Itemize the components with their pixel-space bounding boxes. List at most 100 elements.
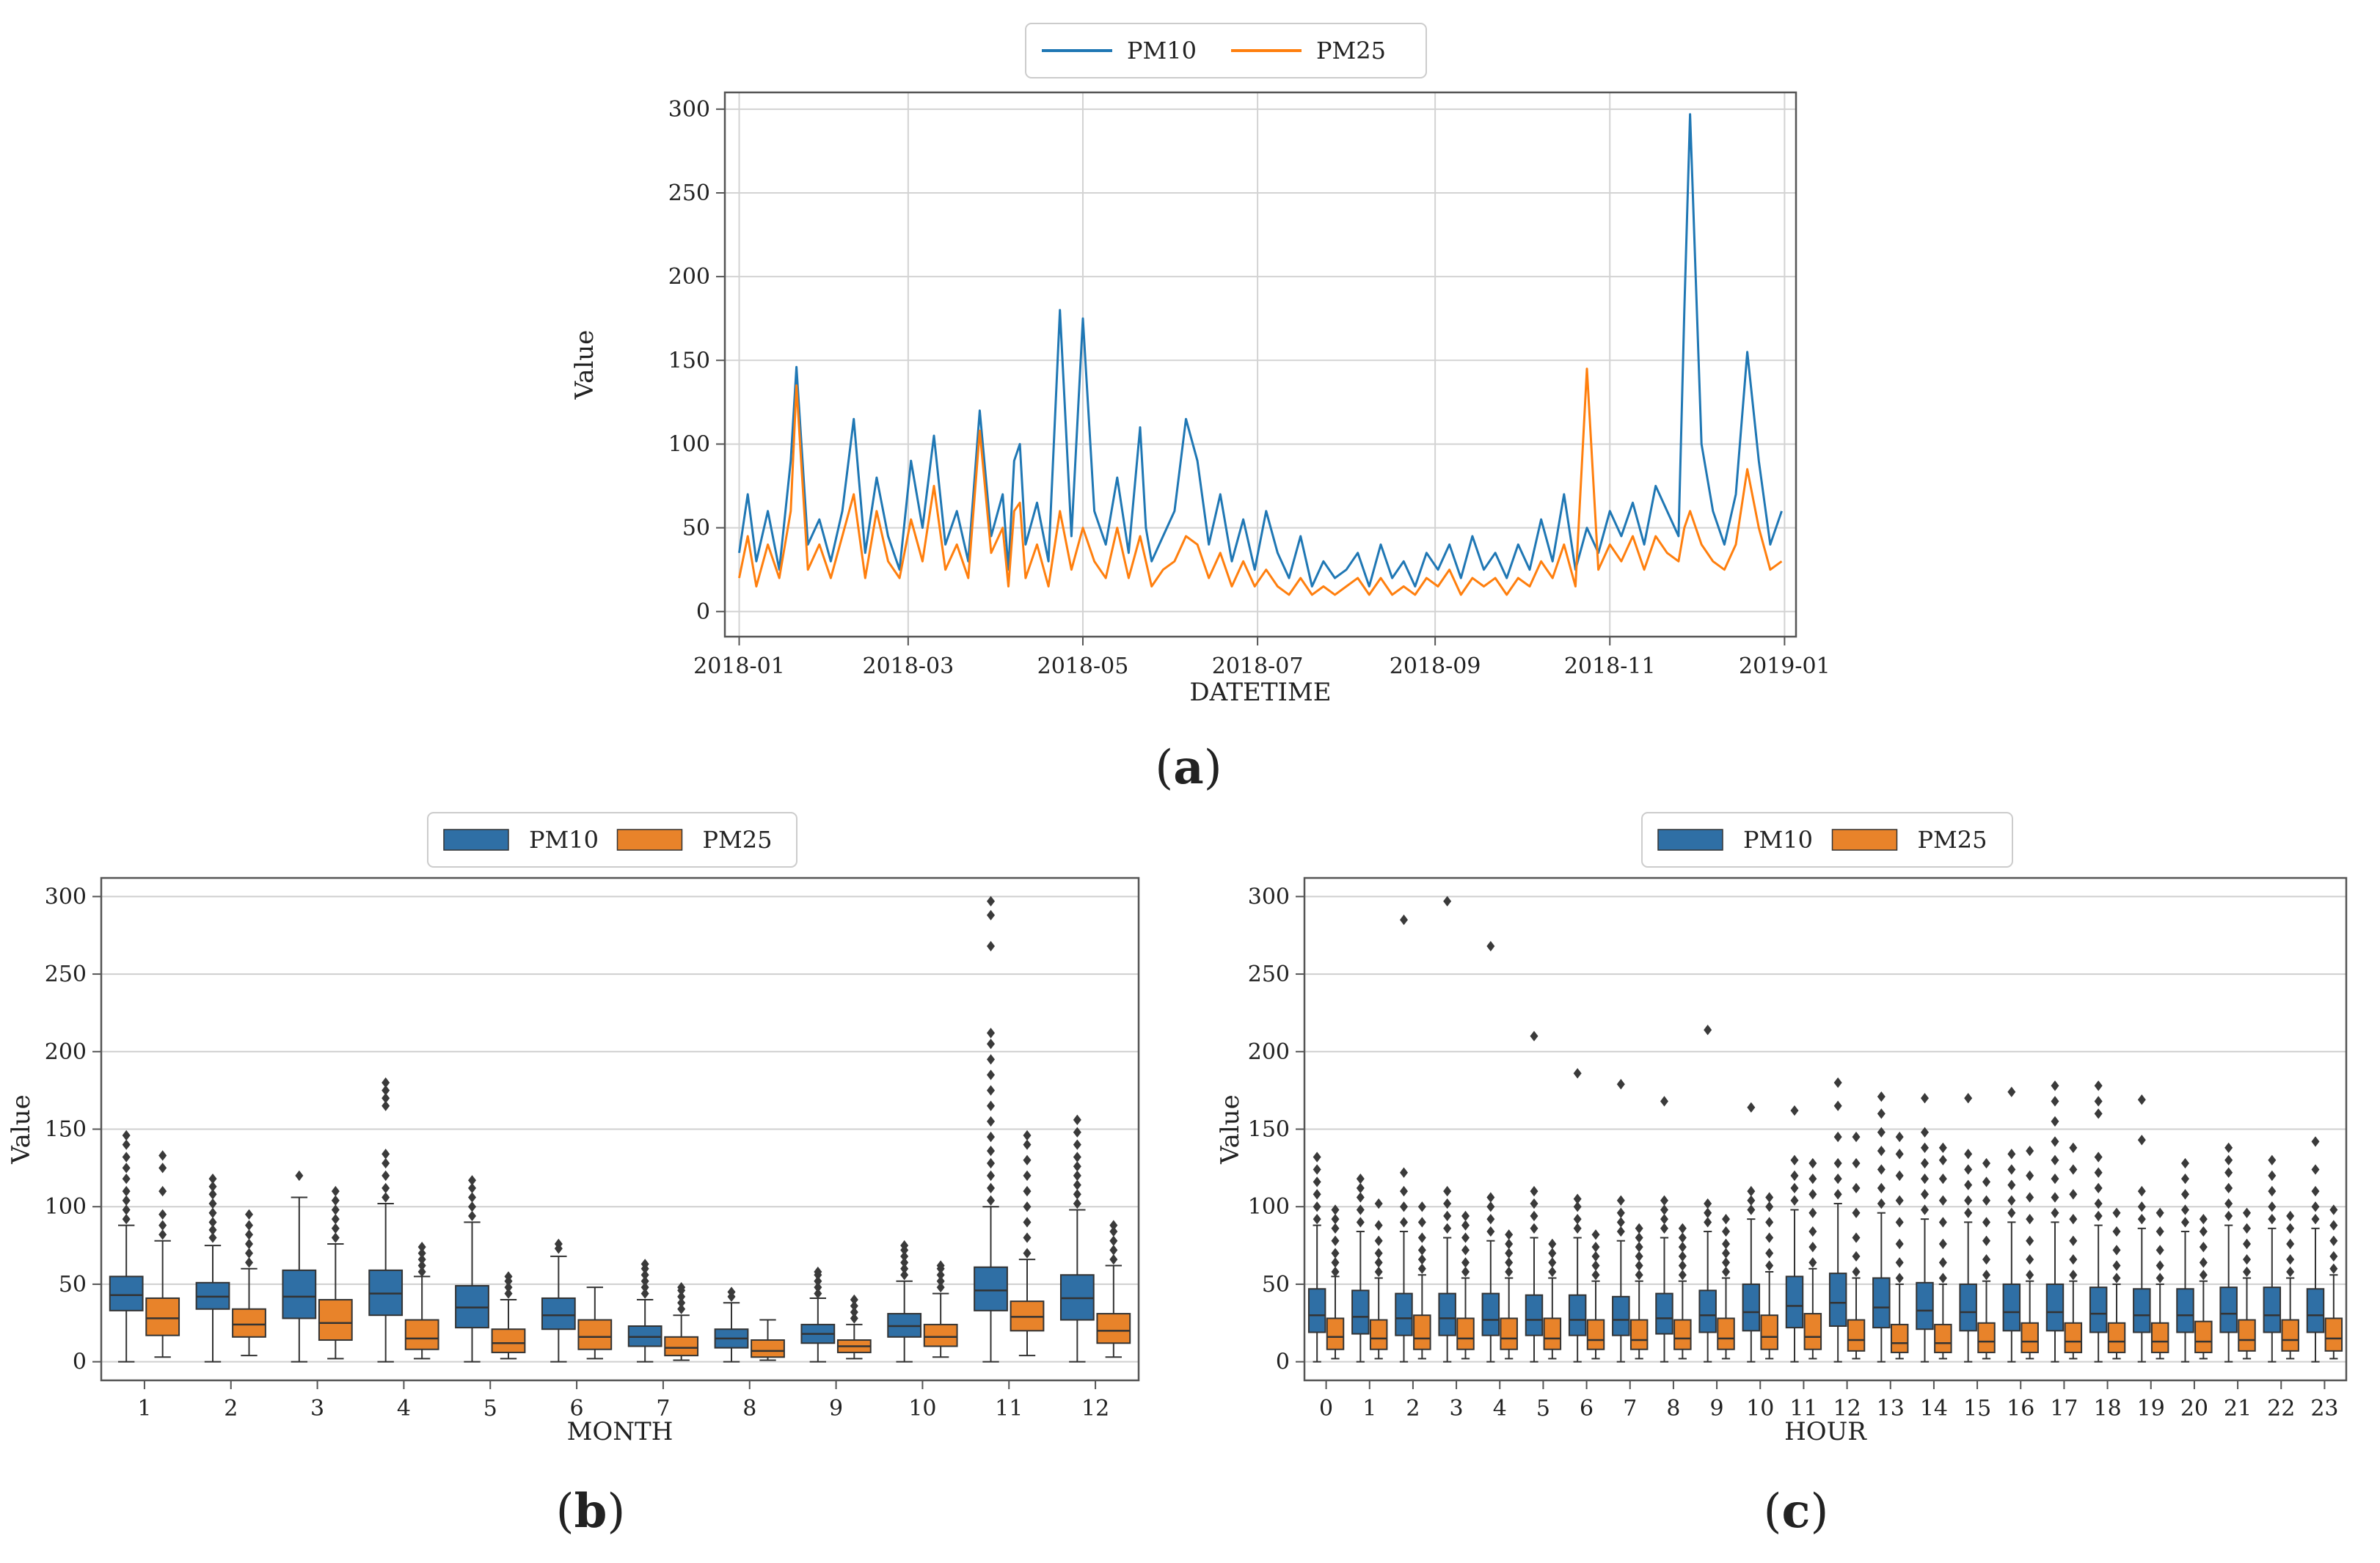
a-ytick-label: 300 — [668, 97, 710, 122]
b-outlier-pm10 — [640, 1275, 649, 1286]
c-outlier-pm10 — [1616, 1217, 1625, 1228]
c-outlier-pm10 — [1660, 1213, 1668, 1225]
c-outlier-pm25 — [1852, 1182, 1861, 1193]
b-outlier-pm25 — [331, 1185, 340, 1197]
c-outlier-pm10 — [1920, 1127, 1929, 1138]
b-outlier-pm10 — [382, 1085, 390, 1096]
b-outlier-pm10 — [900, 1240, 909, 1251]
c-outlier-pm25 — [1678, 1260, 1687, 1271]
b-xtick-label: 2 — [224, 1396, 238, 1421]
b-outlier-pm25 — [331, 1195, 340, 1206]
b-box-pm25 — [923, 1323, 958, 1347]
c-outlier-pm10 — [1704, 1198, 1712, 1209]
c-box-pm10 — [2219, 1286, 2238, 1333]
c-outlier-pm10 — [1313, 1176, 1321, 1187]
c-outlier-pm10 — [1920, 1189, 1929, 1200]
b-xtick-label: 5 — [483, 1396, 497, 1421]
c-outlier-pm10 — [2007, 1195, 2016, 1206]
c-outlier-pm10 — [2268, 1185, 2277, 1197]
c-outlier-pm25 — [2069, 1270, 2078, 1281]
b-outlier-pm25 — [331, 1204, 340, 1215]
b-outlier-pm10 — [382, 1157, 390, 1169]
a-panel-label-letter: a — [1173, 740, 1203, 795]
c-outlier-pm25 — [1852, 1157, 1861, 1169]
c-outlier-pm10 — [1704, 1217, 1712, 1228]
c-xtick-label: 12 — [1833, 1396, 1861, 1421]
c-outlier-pm25 — [1505, 1257, 1514, 1268]
c-outlier-pm25 — [1982, 1157, 1991, 1169]
c-outlier-pm10 — [1443, 1223, 1452, 1234]
c-outlier-pm25 — [2286, 1253, 2295, 1265]
c-outlier-pm10 — [1313, 1213, 1321, 1225]
c-outlier-pm25 — [1374, 1248, 1383, 1259]
c-xtick-label: 23 — [2310, 1396, 2338, 1421]
c-outlier-pm25 — [1852, 1207, 1861, 1218]
b-outlier-pm25 — [1023, 1232, 1032, 1243]
b-outlier-pm10 — [122, 1139, 131, 1150]
c-outlier-pm10 — [2094, 1182, 2103, 1193]
b-box-pm25 — [145, 1297, 180, 1336]
c-outlier-pm10 — [2311, 1164, 2320, 1175]
b-outlier-pm10 — [987, 1116, 996, 1127]
c-legend-label-pm10: PM10 — [1743, 826, 1813, 854]
c-outlier-pm25 — [1895, 1217, 1904, 1228]
c-outlier-pm10 — [1790, 1154, 1799, 1165]
b-xtick-label: 3 — [310, 1396, 324, 1421]
c-outlier-pm25 — [2026, 1170, 2034, 1182]
b-ytick-label: 200 — [45, 1039, 87, 1065]
a-plot-area — [725, 92, 1796, 637]
c-xtick-label: 18 — [2093, 1396, 2121, 1421]
b-outlier-pm10 — [382, 1100, 390, 1111]
c-outlier-pm10 — [1877, 1164, 1886, 1175]
c-outlier-pm25 — [1982, 1270, 1991, 1281]
c-outlier-pm25 — [1938, 1273, 1947, 1284]
c-outlier-pm25 — [1765, 1192, 1774, 1203]
c-outlier-pm10 — [2180, 1204, 2189, 1215]
c-outlier-pm25 — [1852, 1131, 1861, 1143]
b-outlier-pm25 — [244, 1238, 253, 1250]
c-outlier-pm10 — [2224, 1210, 2233, 1222]
c-outlier-pm25 — [1417, 1253, 1426, 1265]
b-outlier-pm25 — [677, 1297, 686, 1308]
c-outlier-pm10 — [2137, 1094, 2146, 1105]
b-outlier-pm10 — [814, 1266, 822, 1278]
c-box-pm10 — [1612, 1295, 1630, 1336]
c-outlier-pm10 — [1399, 1201, 1408, 1212]
c-outlier-pm25 — [1895, 1273, 1904, 1284]
c-outlier-pm10 — [1747, 1195, 1756, 1206]
c-outlier-pm10 — [1399, 914, 1408, 926]
b-outlier-pm25 — [331, 1232, 340, 1243]
c-outlier-pm10 — [2137, 1135, 2146, 1146]
c-box-pm10 — [2176, 1288, 2194, 1333]
c-outlier-pm25 — [1591, 1260, 1600, 1271]
b-outlier-pm10 — [122, 1213, 131, 1225]
c-outlier-pm25 — [2112, 1226, 2121, 1237]
a-panel-label-close: ) — [1204, 741, 1222, 795]
c-outlier-pm10 — [1790, 1170, 1799, 1182]
b-outlier-pm25 — [1023, 1139, 1032, 1150]
c-outlier-pm25 — [2112, 1260, 2121, 1271]
a-ytick-label: 150 — [668, 348, 710, 373]
c-outlier-pm10 — [2224, 1198, 2233, 1209]
b-outlier-pm10 — [1073, 1161, 1081, 1172]
c-box-pm10 — [1916, 1281, 1934, 1330]
b-legend-swatch-pm25 — [616, 829, 683, 851]
c-panel-label-close: ) — [1810, 1485, 1828, 1539]
c-outlier-pm10 — [1660, 1204, 1668, 1215]
c-box-pm25 — [2150, 1322, 2169, 1353]
c-outlier-pm25 — [2112, 1245, 2121, 1256]
c-box-pm10 — [1568, 1294, 1587, 1336]
b-outlier-pm25 — [1023, 1170, 1032, 1182]
c-outlier-pm25 — [2069, 1253, 2078, 1265]
c-outlier-pm10 — [1920, 1204, 1929, 1215]
b-outlier-pm25 — [936, 1275, 945, 1286]
c-box-pm25 — [1543, 1317, 1562, 1350]
b-outlier-pm10 — [468, 1210, 477, 1222]
c-outlier-pm25 — [2069, 1142, 2078, 1154]
c-ytick-label: 250 — [1248, 962, 1290, 987]
c-outlier-pm25 — [1461, 1257, 1470, 1268]
c-outlier-pm25 — [1765, 1248, 1774, 1259]
c-outlier-pm25 — [1722, 1213, 1731, 1225]
c-outlier-pm10 — [1486, 1192, 1495, 1203]
b-outlier-pm10 — [987, 940, 996, 952]
